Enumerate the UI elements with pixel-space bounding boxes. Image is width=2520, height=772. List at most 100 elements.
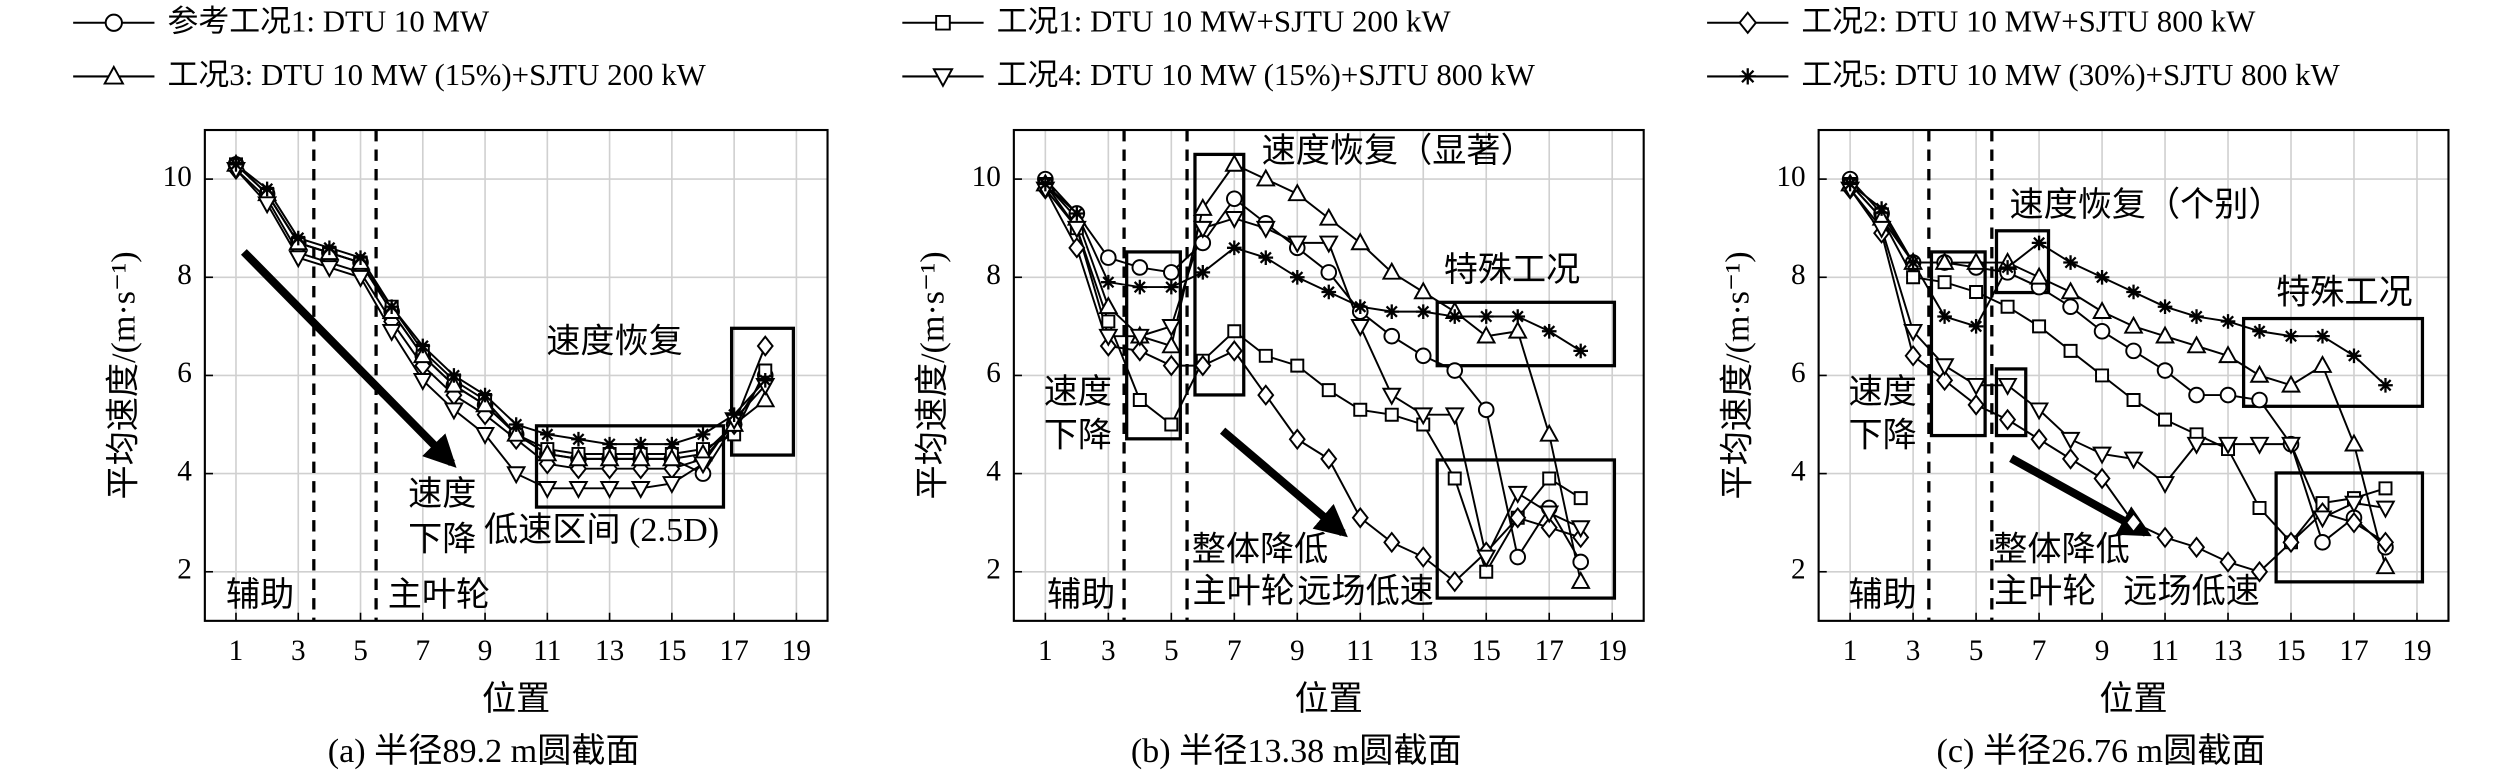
data-point [1384,304,1400,319]
data-point [1069,206,1085,221]
x-tick-label: 9 [1290,635,1305,667]
data-point [2282,531,2300,554]
data-point [1572,553,1589,571]
data-point [1570,570,1591,589]
data-point [2126,392,2141,407]
data-point [508,417,524,432]
data-point [630,448,651,467]
x-tick-label: 11 [1346,635,1374,667]
x-axis-label: 位置 [482,680,550,718]
data-point [568,481,589,499]
data-point [1540,516,1558,539]
data-point [1131,340,1149,362]
data-point [1289,269,1305,285]
y-tick-label: 6 [177,357,192,389]
y-axis-label: 平均速度/(m·s⁻¹) [1718,251,1756,499]
x-tick-label: 7 [415,635,430,667]
data-point [2189,309,2204,324]
data-point [1906,270,1921,285]
data-point [1573,343,1589,359]
data-point [1968,319,1984,334]
data-point [726,407,742,423]
legend-label: 工况1: DTU 10 MW+SJTU 200 kW [997,3,1452,38]
data-point [1967,394,1985,416]
data-point [2376,531,2395,554]
annotation-box [2241,316,2425,408]
legend-marker [1739,68,1756,85]
data-point [353,250,368,265]
data-point [1541,323,1557,339]
data-point [2126,284,2141,300]
data-point [1227,324,1242,339]
legend-marker [932,68,954,88]
plot-frame [1817,128,2450,622]
annotation: 速度恢复（个别） [2010,186,2283,224]
data-point [1321,383,1336,398]
data-point [1192,197,1213,216]
annotation-box [1929,250,1987,438]
legend-label: 工况2: DTU 10 MW+SJTU 800 kW [1801,3,2256,38]
y-axis-label: 平均速度/(m·s⁻¹) [105,251,143,499]
data-point [1384,407,1399,422]
data-point [1352,299,1368,315]
data-point [1507,320,1528,339]
legend-marker [1738,11,1758,35]
annotation: 下降 [1044,417,1112,455]
x-tick-label: 19 [782,635,811,667]
data-point [1224,153,1245,172]
data-point [2251,391,2268,409]
x-tick-label: 17 [1535,635,1564,667]
x-axis-label: 位置 [1295,680,1363,718]
data-point [1415,304,1431,319]
x-tick-label: 3 [1906,635,1921,667]
data-point [259,181,275,197]
data-point [2000,260,2015,275]
data-point [2252,323,2267,339]
data-point [537,443,558,462]
data-point [2186,436,2207,455]
data-point [1381,387,1402,406]
data-point [1381,261,1402,280]
data-point [2155,325,2175,344]
data-point [1842,176,1858,192]
series-line [235,163,766,446]
data-point [1351,506,1369,529]
data-point [540,427,555,442]
data-point [1936,369,1954,392]
caption: (c) 半径26.76 m圆截面 [1937,732,2266,770]
data-point [415,338,431,354]
annotation: 速度恢复（显著） [1262,132,1535,170]
legend-label: 工况3: DTU 10 MW (15%)+SJTU 200 kW [167,57,706,92]
x-tick-label: 7 [1227,635,1242,667]
y-tick-label: 2 [177,553,192,585]
x-tick-label: 7 [2032,635,2047,667]
data-point [2312,354,2333,373]
data-point [630,481,651,499]
trend-arrow [240,249,457,468]
data-point [290,230,306,246]
data-point [475,427,496,445]
data-point [1999,408,2017,431]
data-point [1904,344,1922,367]
annotation: 主叶轮 [1994,573,2096,611]
x-tick-label: 3 [1101,635,1116,667]
x-tick-label: 13 [595,635,624,667]
data-point [2155,476,2175,495]
annotation: 速度 [1044,373,1112,411]
data-point [2375,500,2396,519]
data-point [1937,275,1952,290]
data-point [2344,433,2364,452]
annotation: 主叶轮 [1193,573,1295,611]
data-point [2219,386,2237,404]
data-point [1226,190,1243,208]
data-point [1350,319,1371,337]
y-tick-label: 2 [986,553,1001,585]
data-point [506,423,527,442]
data-point [1413,281,1434,300]
data-point [1163,279,1179,295]
legend-label: 工况4: DTU 10 MW (15%)+SJTU 800 kW [997,57,1536,92]
data-point [537,481,558,499]
x-tick-label: 1 [229,635,244,667]
